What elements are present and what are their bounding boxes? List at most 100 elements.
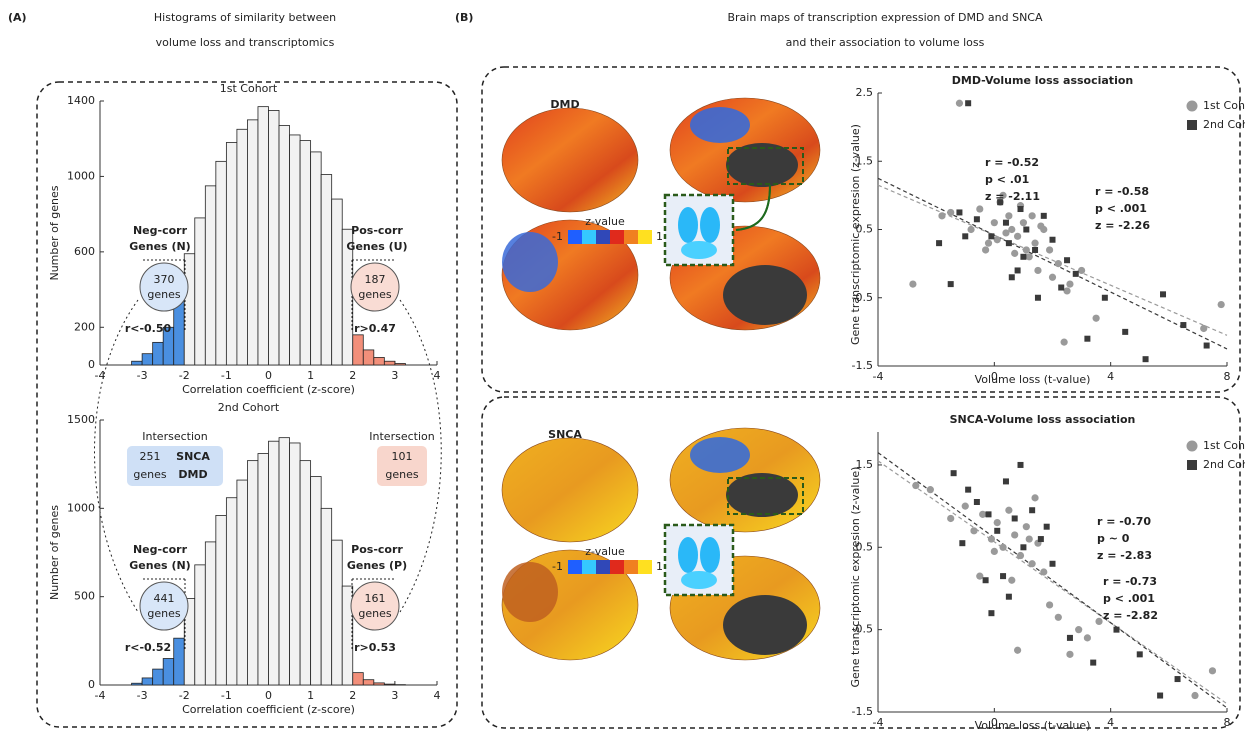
legend-label: 2nd Cohort: [1203, 458, 1245, 471]
bar: [237, 129, 248, 365]
point: [1143, 356, 1149, 362]
fit-line: [878, 178, 1227, 349]
inset-region: [700, 207, 720, 243]
bar: [279, 438, 290, 685]
x-tick-label: 3: [391, 369, 398, 382]
gene-count: genes: [147, 288, 180, 301]
x-tick-label: 8: [1224, 716, 1231, 729]
gene-count-circle: [140, 263, 188, 311]
group-label: Genes (N): [129, 240, 190, 253]
chart-title: DMD-Volume loss association: [952, 74, 1133, 87]
bar: [363, 680, 374, 685]
x-tick-label: 2: [349, 689, 356, 702]
point: [1032, 247, 1038, 253]
fit-line: [878, 461, 1227, 704]
point: [985, 240, 992, 247]
colorbar-cell: [610, 560, 624, 574]
gene-count: 187: [365, 273, 386, 286]
bar: [384, 361, 395, 365]
point: [1102, 295, 1108, 301]
point: [1180, 322, 1186, 328]
point: [1078, 267, 1085, 274]
stat-label: p < .01: [985, 173, 1029, 186]
point: [1046, 246, 1053, 253]
bar: [153, 669, 164, 685]
x-tick-label: 4: [434, 369, 441, 382]
point: [994, 236, 1001, 243]
point: [979, 511, 986, 518]
bar: [216, 515, 227, 685]
legend-marker: [1187, 120, 1197, 130]
x-tick-label: -3: [137, 369, 148, 382]
bar: [132, 683, 143, 685]
point: [999, 544, 1006, 551]
bar: [237, 480, 248, 685]
x-tick-label: 0: [265, 369, 272, 382]
stat-label: z = -2.82: [1103, 609, 1158, 622]
stat-label: p < .001: [1103, 592, 1155, 605]
figure: (A) Histograms of similarity between vol…: [0, 0, 1245, 731]
bar: [269, 441, 280, 685]
y-tick-label: 1500: [67, 413, 95, 426]
x-tick-label: 1: [307, 369, 314, 382]
x-tick-label: -2: [179, 369, 190, 382]
y-tick-label: -1.5: [852, 359, 873, 372]
brain-medial-wall: [723, 265, 807, 325]
point: [1157, 693, 1163, 699]
point: [1003, 478, 1009, 484]
x-tick-label: -4: [95, 689, 106, 702]
gene-count: genes: [147, 607, 180, 620]
inset-region: [678, 207, 698, 243]
group-label: Neg-corr: [133, 543, 188, 556]
y-tick-label: 0: [88, 358, 95, 371]
bar: [363, 350, 374, 365]
point: [1012, 515, 1018, 521]
bar: [290, 443, 301, 685]
legend-label: 1st Cohort: [1203, 99, 1245, 112]
bar: [205, 542, 216, 685]
point: [1058, 285, 1064, 291]
point: [1031, 494, 1038, 501]
bar: [374, 683, 385, 685]
bar: [216, 161, 227, 365]
bar: [195, 565, 206, 685]
point: [1050, 561, 1056, 567]
panel-title: volume loss and transcriptomics: [156, 36, 335, 49]
bar: [300, 141, 311, 365]
point: [1029, 507, 1035, 513]
panel-label: (A): [8, 11, 27, 24]
brain-medial-wall: [723, 595, 807, 655]
x-axis-label: Correlation coefficient (z-score): [182, 703, 355, 716]
point: [1063, 287, 1070, 294]
panel-label: (B): [455, 11, 473, 24]
bar: [195, 218, 206, 365]
point: [1035, 295, 1041, 301]
colorbar-cell: [596, 230, 610, 244]
point: [1023, 227, 1029, 233]
point: [1029, 560, 1036, 567]
colorbar-cell: [596, 560, 610, 574]
bar: [279, 126, 290, 365]
y-tick-label: 0: [88, 678, 95, 691]
bar: [311, 477, 322, 685]
brain-region: [502, 562, 558, 622]
point: [1175, 676, 1181, 682]
point: [1122, 329, 1128, 335]
x-tick-label: -3: [137, 689, 148, 702]
point: [1044, 524, 1050, 530]
point: [956, 209, 962, 215]
point: [1050, 237, 1056, 243]
point: [956, 100, 963, 107]
point: [959, 540, 965, 546]
panel-title: Brain maps of transcription expression o…: [727, 11, 1042, 24]
point: [988, 233, 994, 239]
point: [976, 205, 983, 212]
bar: [184, 254, 195, 365]
colorbar-cell: [582, 230, 596, 244]
threshold: r>0.47: [354, 322, 396, 335]
bar: [395, 363, 406, 365]
point: [1204, 343, 1210, 349]
point: [982, 246, 989, 253]
gene-count: 161: [365, 592, 386, 605]
bar: [300, 461, 311, 685]
